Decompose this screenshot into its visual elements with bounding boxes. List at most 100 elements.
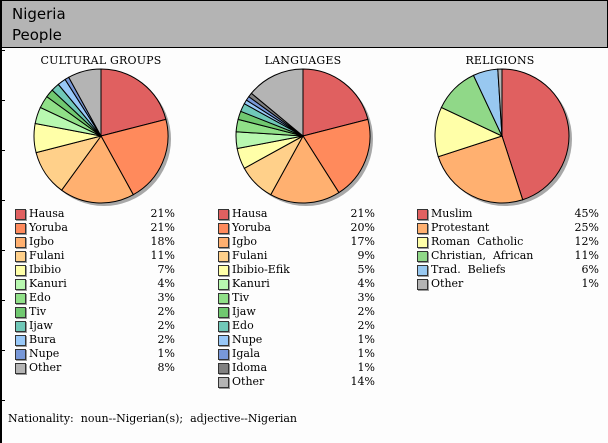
legend-swatch bbox=[417, 265, 428, 276]
legend-label: Kanuri bbox=[232, 277, 270, 290]
legend-item: Tiv 3% bbox=[218, 291, 375, 305]
legend-item: Hausa 21% bbox=[15, 207, 175, 221]
ruler-tick bbox=[0, 150, 5, 151]
pie-slice-protestant bbox=[437, 135, 524, 204]
pie-chart-languages bbox=[235, 68, 373, 206]
legend-label: Other bbox=[232, 375, 265, 388]
legend-swatch bbox=[15, 363, 26, 374]
legend-label: Ibibio bbox=[29, 263, 62, 276]
legend-swatch bbox=[417, 223, 428, 234]
legend-item: Ibibio-Efik 5% bbox=[218, 263, 375, 277]
legend-value: 18% bbox=[150, 235, 175, 248]
legend-item: Edo 2% bbox=[218, 319, 375, 333]
legend-value: 14% bbox=[350, 375, 375, 388]
legend-value: 25% bbox=[574, 221, 599, 234]
legend-value: 21% bbox=[350, 207, 375, 220]
legend-value: 21% bbox=[150, 207, 175, 220]
legend-item: Yoruba 20% bbox=[218, 221, 375, 235]
legend-value: 2% bbox=[157, 305, 175, 318]
legend-religions: Muslim 45% Protestant 25% Roman Catholic 12% C… bbox=[417, 207, 599, 291]
legend-item: Igala 1% bbox=[218, 347, 375, 361]
legend-swatch bbox=[15, 335, 26, 346]
legend-item: Kanuri 4% bbox=[15, 277, 175, 291]
legend-swatch bbox=[15, 209, 26, 220]
legend-label: Christian, African bbox=[431, 249, 534, 262]
legend-item: Other 1% bbox=[417, 277, 599, 291]
legend-value: 1% bbox=[357, 333, 375, 346]
legend-swatch bbox=[218, 265, 229, 276]
legend-languages: Hausa 21% Yoruba 20% Igbo 17% Fulani 9% Ibibio-E… bbox=[218, 207, 375, 389]
legend-swatch bbox=[15, 279, 26, 290]
pie-slice-muslim bbox=[501, 68, 570, 201]
legend-label: Ijaw bbox=[29, 319, 53, 332]
pie-slice-other bbox=[68, 68, 102, 137]
pie-slice-other bbox=[497, 68, 503, 137]
legend-swatch bbox=[218, 279, 229, 290]
legend-item: Ijaw 2% bbox=[15, 319, 175, 333]
legend-item: Tiv 2% bbox=[15, 305, 175, 319]
legend-label: Trad. Beliefs bbox=[431, 263, 506, 276]
legend-item: Fulani 9% bbox=[218, 249, 375, 263]
legend-cultural-groups: Hausa 21% Yoruba 21% Igbo 18% Fulani 11% Ibibio 7… bbox=[15, 207, 175, 375]
legend-value: 3% bbox=[357, 291, 375, 304]
legend-label: Edo bbox=[29, 291, 51, 304]
legend-swatch bbox=[218, 223, 229, 234]
legend-swatch bbox=[15, 349, 26, 360]
pie-slice-hausa bbox=[100, 68, 167, 137]
legend-item: Yoruba 21% bbox=[15, 221, 175, 235]
legend-label: Edo bbox=[232, 319, 254, 332]
legend-item: Igbo 18% bbox=[15, 235, 175, 249]
legend-swatch bbox=[15, 251, 26, 262]
legend-value: 1% bbox=[581, 277, 599, 290]
legend-swatch bbox=[218, 251, 229, 262]
nationality-note: Nationality: noun--Nigerian(s); adjectiv… bbox=[8, 412, 297, 425]
legend-value: 9% bbox=[357, 249, 375, 262]
legend-label: Yoruba bbox=[232, 221, 271, 234]
ruler-tick bbox=[0, 300, 5, 301]
legend-label: Roman Catholic bbox=[431, 235, 524, 248]
legend-swatch bbox=[15, 307, 26, 318]
legend-item: Other 8% bbox=[15, 361, 175, 375]
legend-label: Muslim bbox=[431, 207, 473, 220]
legend-swatch bbox=[417, 209, 428, 220]
chart-title-languages: LANGUAGES bbox=[264, 54, 342, 67]
legend-value: 2% bbox=[357, 319, 375, 332]
legend-item: Trad. Beliefs 6% bbox=[417, 263, 599, 277]
legend-label: Other bbox=[431, 277, 464, 290]
legend-swatch bbox=[417, 279, 428, 290]
legend-label: Tiv bbox=[232, 291, 250, 304]
legend-swatch bbox=[218, 335, 229, 346]
legend-swatch bbox=[218, 307, 229, 318]
pie-slice-yoruba bbox=[100, 118, 169, 196]
legend-item: Ijaw 2% bbox=[218, 305, 375, 319]
legend-value: 4% bbox=[357, 277, 375, 290]
legend-value: 45% bbox=[574, 207, 599, 220]
legend-value: 3% bbox=[157, 291, 175, 304]
legend-label: Other bbox=[29, 361, 62, 374]
legend-value: 11% bbox=[574, 249, 599, 262]
legend-item: Nupe 1% bbox=[218, 333, 375, 347]
legend-value: 11% bbox=[150, 249, 175, 262]
legend-value: 17% bbox=[350, 235, 375, 248]
legend-item: Other 14% bbox=[218, 375, 375, 389]
legend-item: Protestant 25% bbox=[417, 221, 599, 235]
ruler-tick bbox=[0, 50, 5, 51]
pie-slice-hausa bbox=[302, 68, 369, 137]
legend-swatch bbox=[15, 293, 26, 304]
legend-swatch bbox=[417, 251, 428, 262]
legend-value: 1% bbox=[357, 347, 375, 360]
legend-label: Igbo bbox=[232, 235, 258, 248]
chart-title-religions: RELIGIONS bbox=[465, 54, 535, 67]
legend-swatch bbox=[15, 321, 26, 332]
legend-label: Yoruba bbox=[29, 221, 68, 234]
ruler-tick bbox=[0, 250, 5, 251]
ruler-tick bbox=[0, 100, 5, 101]
legend-swatch bbox=[218, 377, 229, 388]
legend-item: Fulani 11% bbox=[15, 249, 175, 263]
legend-value: 20% bbox=[350, 221, 375, 234]
legend-value: 12% bbox=[574, 235, 599, 248]
legend-swatch bbox=[218, 349, 229, 360]
legend-label: Fulani bbox=[232, 249, 268, 262]
legend-swatch bbox=[15, 223, 26, 234]
legend-swatch bbox=[15, 265, 26, 276]
